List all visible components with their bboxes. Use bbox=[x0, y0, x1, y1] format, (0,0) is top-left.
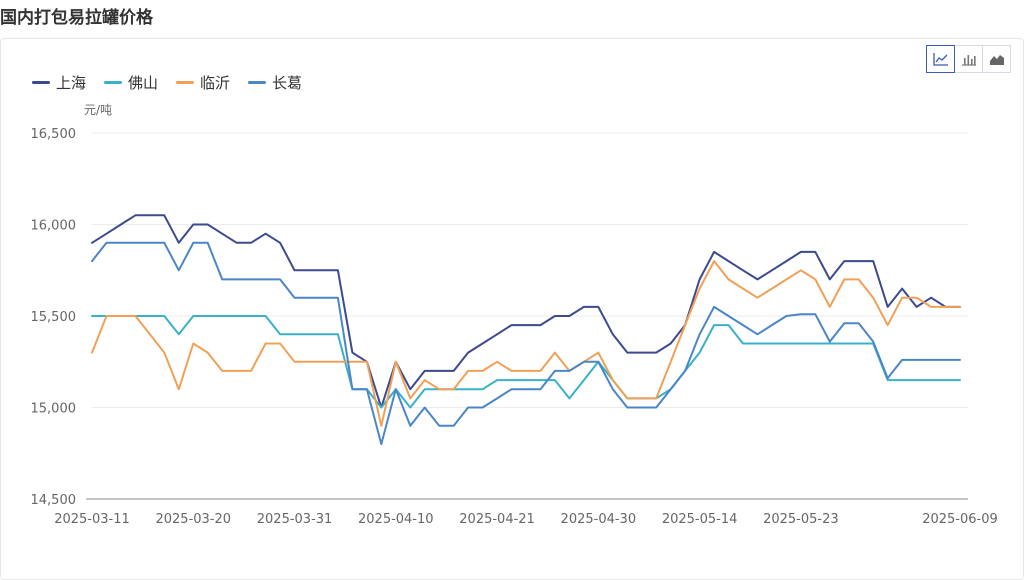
bar-chart-icon bbox=[961, 55, 976, 66]
x-tick-label: 2025-03-20 bbox=[155, 512, 231, 527]
y-axis-unit: 元/吨 bbox=[84, 103, 112, 117]
series-line-3 bbox=[91, 260, 961, 427]
legend-label: 长葛 bbox=[272, 74, 303, 92]
page-title: 国内打包易拉罐价格 bbox=[0, 8, 153, 28]
series-line-1 bbox=[91, 214, 961, 409]
area-chart-icon bbox=[989, 55, 1004, 65]
series-line-2 bbox=[91, 315, 961, 409]
y-tick-label: 14,500 bbox=[31, 493, 77, 508]
chart-type-toolbar bbox=[926, 45, 1011, 73]
legend-swatch bbox=[32, 81, 50, 84]
x-tick-label: 2025-06-09 bbox=[922, 512, 998, 527]
x-tick-label: 2025-04-30 bbox=[561, 512, 637, 527]
x-tick-label: 2025-05-23 bbox=[763, 512, 839, 527]
x-tick-label: 2025-05-14 bbox=[662, 512, 738, 527]
y-tick-label: 16,000 bbox=[31, 219, 77, 234]
legend-swatch bbox=[104, 81, 123, 84]
y-tick-label: 15,500 bbox=[31, 310, 77, 325]
y-tick-label: 16,500 bbox=[31, 127, 77, 142]
x-tick-label: 2025-04-21 bbox=[459, 512, 535, 527]
series-line-4 bbox=[91, 241, 961, 446]
legend-item[interactable]: 佛山 bbox=[104, 72, 158, 93]
line-chart-icon bbox=[932, 53, 948, 66]
x-tick-label: 2025-03-11 bbox=[54, 512, 130, 527]
legend-label: 上海 bbox=[56, 74, 87, 92]
chart-legend: 上海 佛山 临沂 长葛 bbox=[32, 72, 302, 93]
x-tick-label: 2025-03-31 bbox=[257, 512, 333, 527]
y-tick-label: 15,000 bbox=[31, 402, 77, 417]
legend-item[interactable]: 临沂 bbox=[176, 72, 230, 93]
legend-label: 临沂 bbox=[200, 74, 231, 92]
legend-swatch bbox=[248, 81, 267, 84]
x-tick-label: 2025-04-10 bbox=[358, 512, 434, 527]
legend-item[interactable]: 上海 bbox=[32, 72, 86, 93]
legend-item[interactable]: 长葛 bbox=[248, 72, 302, 93]
legend-label: 佛山 bbox=[128, 74, 159, 92]
area-chart-button[interactable] bbox=[982, 45, 1011, 73]
line-chart: 元/吨 14,500 15,000 15,500 16,000 16,500 2025-03… bbox=[31, 103, 998, 527]
line-chart-button[interactable] bbox=[926, 45, 955, 73]
legend-swatch bbox=[176, 81, 195, 84]
